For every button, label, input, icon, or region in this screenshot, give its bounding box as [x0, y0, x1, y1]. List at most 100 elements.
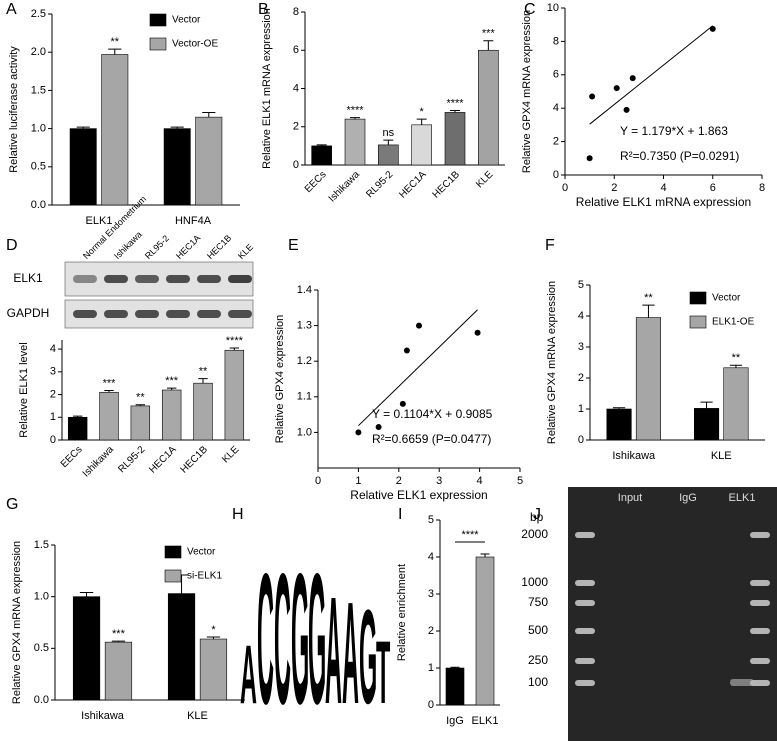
- panel-label: H: [232, 506, 244, 523]
- error-bar: [480, 553, 490, 557]
- bar: [344, 118, 366, 166]
- gel: [568, 487, 777, 741]
- error-bar: [170, 126, 184, 129]
- y-tick-label: 2: [293, 121, 299, 133]
- legend-swatch: [149, 13, 167, 27]
- bar: [195, 116, 223, 206]
- error-bar: [383, 139, 394, 145]
- y-axis-label: Relative GPX4 mRNA expression: [546, 281, 558, 444]
- significance: ***: [482, 28, 496, 40]
- legend-label: Vector-OE: [172, 39, 218, 50]
- x-tick-label: 2: [611, 182, 617, 194]
- significance: ****: [446, 97, 464, 109]
- y-tick-label: 0: [50, 434, 56, 446]
- y-tick-label: 1.5: [34, 539, 49, 551]
- ladder-band: [575, 680, 595, 686]
- x-tick-label: HEC1B: [431, 169, 463, 201]
- bar: [635, 317, 662, 441]
- y-tick-label: 5: [578, 279, 584, 291]
- y-tick-label: 1.1: [297, 391, 312, 403]
- legend-label: Vector: [172, 15, 201, 26]
- significance: **: [136, 392, 145, 404]
- y-tick-label: 0: [428, 699, 434, 711]
- ladder-band: [750, 680, 770, 686]
- gel-unit: bp: [530, 510, 544, 524]
- error-bar: [166, 387, 177, 390]
- gel-lane-label: IgG: [679, 492, 697, 504]
- bar: [193, 382, 213, 441]
- bar: [101, 54, 129, 206]
- y-tick-label: 1: [578, 403, 584, 415]
- ladder-label: 500: [528, 623, 548, 637]
- panel-label: F: [545, 237, 555, 254]
- blot-band: [228, 310, 252, 318]
- lane-label: KLE: [236, 242, 255, 261]
- panel-label: E: [288, 237, 299, 254]
- significance: **: [644, 292, 653, 304]
- y-tick-label: 0.5: [31, 161, 46, 173]
- bar: [311, 145, 332, 166]
- legend-swatch: [164, 569, 182, 583]
- point: [709, 25, 716, 32]
- lane-label: HEC1A: [174, 233, 202, 261]
- x-tick-label: 4: [660, 182, 666, 194]
- error-bar: [700, 401, 713, 409]
- y-tick-label: 4: [428, 551, 434, 563]
- error-bar: [135, 404, 146, 406]
- bar: [104, 641, 133, 701]
- significance: **: [111, 36, 120, 48]
- bar: [411, 124, 432, 166]
- error-bar: [729, 364, 743, 368]
- y-axis-label: Relative enrichment: [396, 564, 408, 661]
- logo-letter: C: [274, 536, 291, 741]
- x-tick-label: IgG: [446, 715, 464, 727]
- y-tick-label: 8: [293, 6, 299, 18]
- y-tick-label: 1.2: [297, 355, 312, 367]
- logo-letter: A: [240, 628, 257, 722]
- ladder-band: [750, 580, 770, 586]
- ladder-band: [750, 532, 770, 538]
- y-tick-label: 8: [553, 35, 559, 47]
- error-bar: [483, 40, 494, 51]
- ladder-band: [750, 600, 770, 606]
- x-tick-label: ELK1: [86, 215, 113, 227]
- x-tick-label: HNF4A: [175, 215, 212, 227]
- legend-swatch: [689, 315, 707, 329]
- ladder-band: [575, 532, 595, 538]
- legend: Vector Vector-OE: [149, 13, 218, 51]
- error-bar: [416, 118, 427, 125]
- blot-band: [197, 275, 221, 283]
- bar: [606, 408, 632, 441]
- point: [403, 347, 410, 354]
- point: [586, 155, 593, 162]
- error-bar: [202, 112, 216, 118]
- x-tick-label: ELK1: [472, 715, 499, 727]
- y-tick-label: 6: [293, 44, 299, 56]
- panel-label: A: [6, 1, 17, 18]
- bar: [99, 391, 119, 441]
- y-tick-label: 5: [428, 514, 434, 526]
- y-tick-label: 2: [428, 625, 434, 637]
- bar: [130, 405, 151, 441]
- y-tick-label: 2: [578, 372, 584, 384]
- y-tick-label: 0: [578, 434, 584, 446]
- significance: ****: [346, 104, 364, 116]
- legend-label: Vector: [712, 293, 741, 304]
- blot-band: [166, 275, 190, 283]
- gel-lane-label: Input: [618, 492, 642, 504]
- y-axis-label: Relative ELK1 level: [18, 342, 30, 437]
- bar: [163, 128, 191, 206]
- gel-lane-label: ELK1: [729, 492, 756, 504]
- y-tick-label: 4: [578, 310, 584, 322]
- bar: [723, 367, 749, 441]
- bar: [475, 556, 495, 706]
- point: [474, 329, 481, 336]
- fit-line: [589, 25, 714, 125]
- point: [399, 400, 406, 407]
- significance: ***: [112, 628, 126, 640]
- lane-label: RL95-2: [143, 233, 171, 261]
- legend: Vector ELK1-OE: [689, 291, 755, 329]
- logo-letter: A: [325, 566, 342, 737]
- y-tick-label: 10: [547, 2, 559, 14]
- equation: Y = 0.1104*X + 0.9085: [372, 407, 493, 421]
